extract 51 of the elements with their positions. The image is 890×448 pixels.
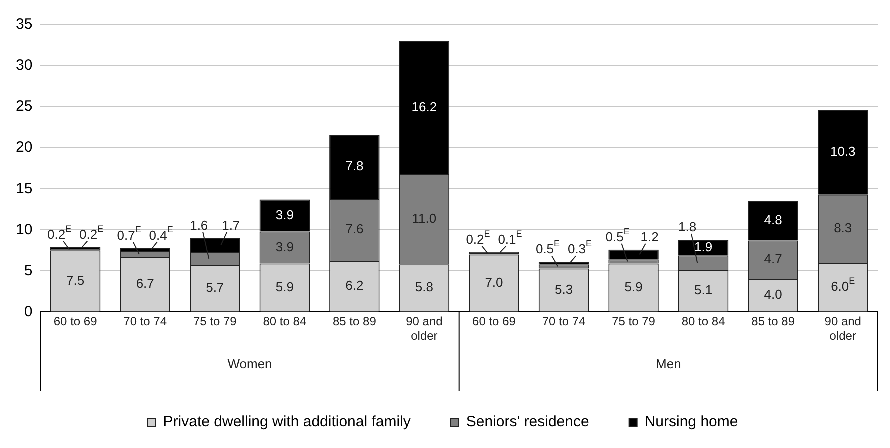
legend-label: Seniors' residence bbox=[466, 414, 590, 431]
text: Women bbox=[228, 356, 272, 372]
x-tick-label: 90 and older bbox=[824, 314, 862, 344]
y-tick-label: 10 bbox=[16, 221, 33, 238]
data-label: 6.2 bbox=[346, 278, 364, 294]
x-tick-label: 60 to 69 bbox=[54, 314, 98, 329]
data-label: 3.9 bbox=[276, 207, 294, 222]
data-label: 11.0 bbox=[412, 211, 437, 226]
data-label: 8.3 bbox=[834, 220, 852, 236]
y-tick-label: 15 bbox=[16, 180, 33, 198]
data-label: 5.7 bbox=[206, 280, 224, 296]
x-tick-label: 85 to 89 bbox=[752, 314, 796, 329]
data-label: 5.8 bbox=[415, 280, 434, 295]
data-label: 7.5 bbox=[66, 272, 85, 288]
legend-label: Private dwelling with additional family bbox=[163, 414, 412, 431]
data-label: 1.6 bbox=[190, 218, 208, 233]
x-tick-label: 75 to 79 bbox=[193, 314, 238, 329]
data-label: 4.0 bbox=[764, 287, 782, 302]
x-tick-label: 80 to 84 bbox=[263, 314, 307, 329]
text: Men bbox=[656, 356, 682, 372]
data-label: 1.2 bbox=[640, 229, 659, 244]
x-tick-label: 70 to 74 bbox=[124, 314, 168, 329]
y-tick-label: 25 bbox=[16, 98, 33, 116]
y-tick-label: 0 bbox=[24, 303, 33, 320]
data-label: 5.9 bbox=[624, 279, 643, 294]
y-tick-label: 5 bbox=[24, 262, 33, 280]
x-tick-label: 85 to 89 bbox=[332, 314, 377, 329]
x-tick-label: 60 to 69 bbox=[472, 314, 516, 329]
x-tick-label: 75 to 79 bbox=[612, 314, 656, 329]
data-label: 5.1 bbox=[694, 282, 713, 298]
x-tick-label: 90 and older bbox=[406, 314, 443, 344]
y-tick-label: 20 bbox=[16, 139, 33, 156]
x-tick-label: 70 to 74 bbox=[542, 314, 586, 329]
data-label: 1.7 bbox=[222, 218, 240, 233]
data-label: 1.9 bbox=[694, 239, 713, 254]
y-tick-label: 30 bbox=[16, 57, 33, 74]
data-label: 7.6 bbox=[346, 222, 364, 237]
data-label: 7.8 bbox=[346, 158, 364, 174]
data-label: 4.7 bbox=[764, 252, 782, 267]
data-label: 5.3 bbox=[554, 282, 574, 297]
data-label: 6.7 bbox=[136, 276, 154, 292]
data-label: 3.9 bbox=[276, 239, 294, 254]
legend-label: Nursing home bbox=[644, 414, 738, 431]
data-label: 16.2 bbox=[412, 99, 438, 114]
y-tick-label: 35 bbox=[16, 16, 33, 34]
data-label: 5.9 bbox=[276, 279, 294, 294]
data-label: 10.3 bbox=[830, 144, 856, 160]
data-label: 7.0 bbox=[485, 274, 504, 290]
x-tick-label: 80 to 84 bbox=[682, 314, 726, 329]
data-label: 1.8 bbox=[678, 220, 697, 235]
data-label: 4.8 bbox=[764, 212, 782, 228]
